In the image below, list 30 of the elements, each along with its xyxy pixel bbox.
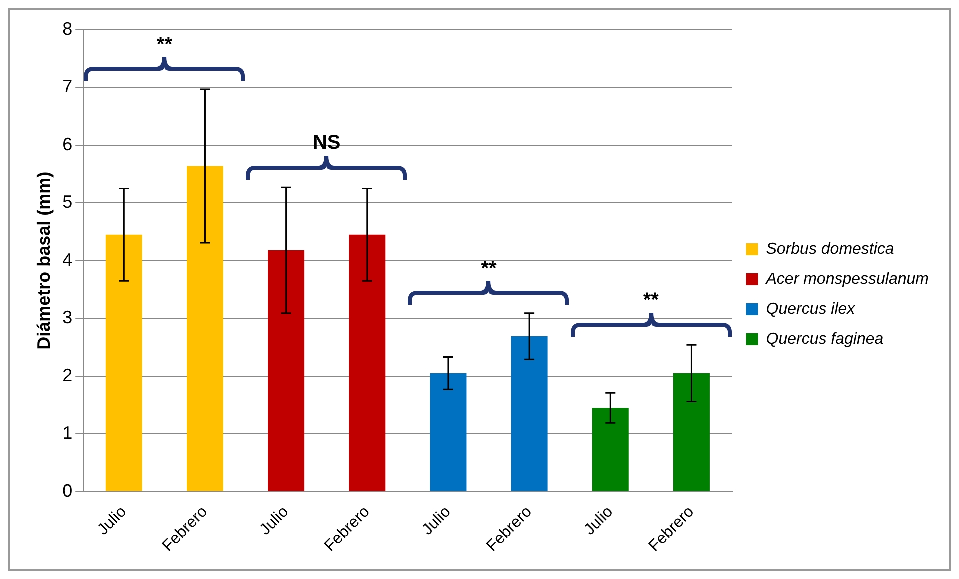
y-tick-label: 5 xyxy=(62,192,73,212)
bar xyxy=(592,408,629,492)
y-tick-label: 7 xyxy=(62,76,73,97)
legend-label: Quercus faginea xyxy=(766,330,884,348)
y-tick-label: 3 xyxy=(62,308,73,328)
y-tick-label: 2 xyxy=(62,365,73,386)
y-tick-label: 1 xyxy=(62,423,73,444)
bar xyxy=(186,166,224,492)
bar xyxy=(511,336,548,492)
annotation: NS xyxy=(312,132,341,154)
x-tick-label: Julio xyxy=(256,503,292,539)
y-tick-label: 0 xyxy=(62,480,73,501)
x-tick-label: Julio xyxy=(581,503,617,539)
annotation: ** xyxy=(481,258,498,280)
y-axis-title: Diámetro basal (mm) xyxy=(34,172,54,350)
legend-label: Sorbus domestica xyxy=(766,240,894,258)
annotation: ** xyxy=(156,34,173,56)
x-tick-label: Julio xyxy=(419,503,454,539)
y-tick-label: 6 xyxy=(62,134,73,154)
legend-label: Quercus ilex xyxy=(766,300,856,318)
y-tick-label: 8 xyxy=(62,18,73,39)
bar xyxy=(430,373,467,492)
x-tick-label: Julio xyxy=(94,503,130,539)
y-tick-label: 4 xyxy=(62,250,73,270)
bar xyxy=(106,234,142,492)
legend-label: Acer monspessulanum xyxy=(765,270,930,288)
annotation: ** xyxy=(643,290,660,312)
bar xyxy=(268,250,305,492)
bar xyxy=(349,234,386,492)
bar xyxy=(673,373,710,492)
